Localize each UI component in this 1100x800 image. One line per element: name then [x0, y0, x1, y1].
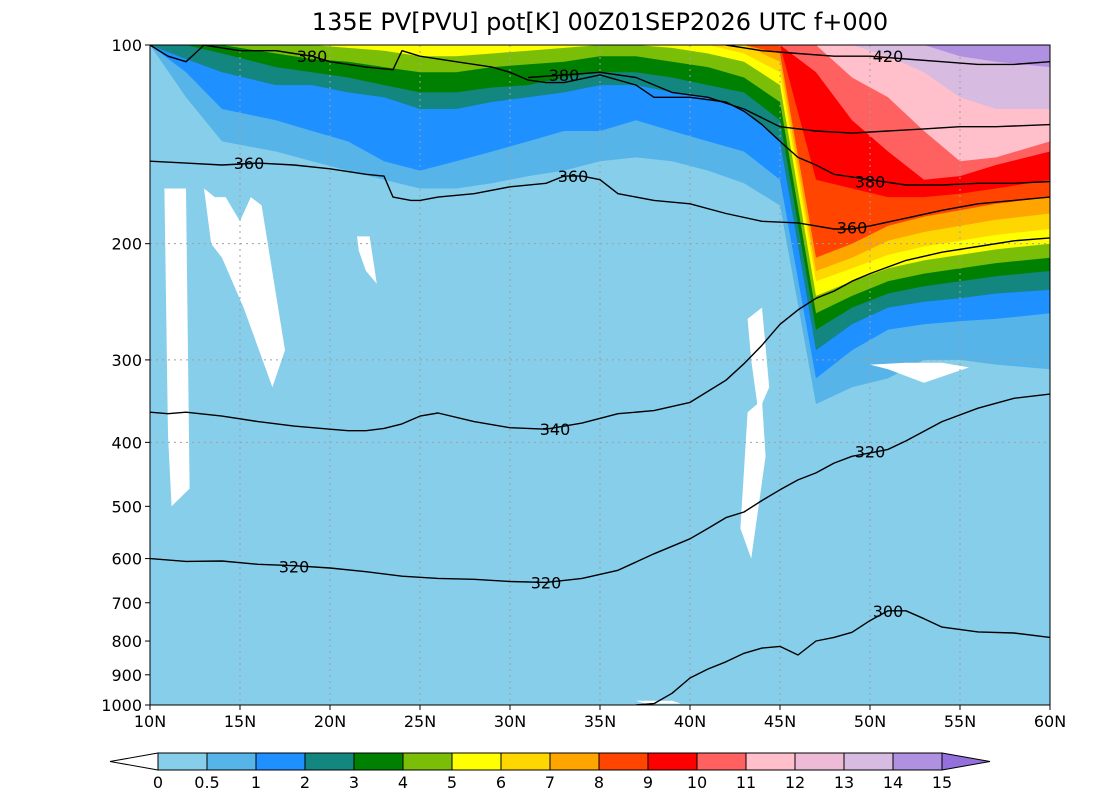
- x-tick-label: 40N: [674, 712, 706, 731]
- colorbar-label: 12: [785, 773, 805, 792]
- x-axis: 10N 15N 20N 25N 30N 35N 40N 45N 50N 55N 60N: [134, 705, 1066, 731]
- pv-fill-14: [150, 45, 1050, 68]
- low-pv-patch: [747, 307, 770, 413]
- colorbar-swatch: [451, 752, 502, 771]
- plot-area: 380 380 420 380 360 360 360 340 320 320 320 300: [150, 45, 1050, 705]
- colorbar-under-arrow: [109, 752, 159, 771]
- colorbar-label: 2: [300, 773, 310, 792]
- x-tick-label: 30N: [494, 712, 526, 731]
- colorbar-label: 6: [496, 773, 506, 792]
- colorbar-swatch: [402, 752, 453, 771]
- colorbar-swatch: [892, 752, 943, 771]
- low-pv-patch: [204, 188, 285, 388]
- theta-contour-380: [527, 71, 1050, 134]
- low-pv-patches: [164, 188, 969, 704]
- low-pv-patch: [740, 400, 766, 559]
- colorbar-label: 0.5: [194, 773, 219, 792]
- colorbar-label: 5: [447, 773, 457, 792]
- y-tick-label: 400: [111, 433, 142, 452]
- contour-label: 320: [279, 558, 310, 577]
- y-tick-label: 100: [111, 36, 142, 55]
- contour-label: 320: [855, 443, 886, 462]
- theta-contour-340: [150, 237, 1050, 432]
- contour-label: 380: [855, 173, 886, 192]
- contour-label: 380: [297, 47, 328, 66]
- y-tick-label: 800: [111, 632, 142, 651]
- x-tick-label: 15N: [224, 712, 256, 731]
- y-tick-label: 900: [111, 666, 142, 685]
- colorbar-swatch: [794, 752, 845, 771]
- colorbar-swatch: [647, 752, 698, 771]
- contour-label: 360: [558, 167, 589, 186]
- theta-contour-360: [150, 160, 1050, 230]
- y-tick-label: 200: [111, 235, 142, 254]
- colorbar-label: 0: [153, 773, 163, 792]
- low-pv-patch: [636, 700, 681, 704]
- x-tick-label: 60N: [1034, 712, 1066, 731]
- theta-contour-300: [635, 610, 1050, 705]
- y-tick-label: 1000: [101, 696, 142, 715]
- colorbar-label: 7: [545, 773, 555, 792]
- x-tick-label: 50N: [854, 712, 886, 731]
- x-tick-label: 45N: [764, 712, 796, 731]
- colorbar-swatch: [696, 752, 747, 771]
- colorbar-swatch: [598, 752, 649, 771]
- colorbar-swatch: [255, 752, 306, 771]
- contour-label: 300: [873, 602, 904, 621]
- colorbar-label: 11: [736, 773, 756, 792]
- x-tick-label: 25N: [404, 712, 436, 731]
- contour-label-layer: 380 380 420 380 360 360 360 340 320 320 320 300: [234, 47, 904, 621]
- y-tick-label: 300: [111, 351, 142, 370]
- colorbar-swatch: [157, 752, 208, 771]
- theta-contour-320: [150, 393, 1050, 584]
- contour-label: 360: [837, 218, 868, 237]
- chart-title: 135E PV[PVU] pot[K] 00Z01SEP2026 UTC f+0…: [312, 8, 888, 36]
- contour-label: 420: [873, 47, 904, 66]
- y-axis: 100 200 300 400 500 600 700 800 900 1000: [101, 36, 150, 715]
- colorbar-label: 14: [883, 773, 903, 792]
- colorbar-label: 3: [349, 773, 359, 792]
- colorbar-label: 4: [398, 773, 408, 792]
- contour-label: 340: [540, 420, 571, 439]
- colorbar-label: 1: [251, 773, 261, 792]
- colorbar: 0 0.5 1 2 3 4 5 6 7 8 9 10 11 12 13 14 15: [109, 752, 991, 792]
- low-pv-patch: [357, 236, 377, 284]
- colorbar-swatch: [500, 752, 551, 771]
- low-pv-patch: [870, 362, 969, 383]
- colorbar-label: 8: [594, 773, 604, 792]
- x-tick-label: 20N: [314, 712, 346, 731]
- theta-contour-layer: [150, 45, 1050, 705]
- colorbar-swatch: [206, 752, 257, 771]
- y-tick-label: 700: [111, 594, 142, 613]
- x-tick-label: 35N: [584, 712, 616, 731]
- colorbar-swatch: [745, 752, 796, 771]
- contour-label: 380: [549, 66, 580, 85]
- colorbar-label: 9: [643, 773, 653, 792]
- colorbar-swatch: [353, 752, 404, 771]
- colorbar-swatch: [843, 752, 894, 771]
- y-tick-label: 500: [111, 497, 142, 516]
- x-tick-label: 10N: [134, 712, 166, 731]
- contour-label: 360: [234, 154, 265, 173]
- low-pv-patch: [164, 188, 190, 507]
- pv-fill-layer: [150, 45, 1050, 405]
- grid-lines: [150, 45, 1050, 705]
- contour-label: 320: [531, 573, 562, 592]
- colorbar-label: 10: [687, 773, 707, 792]
- x-tick-label: 55N: [944, 712, 976, 731]
- colorbar-swatch: [549, 752, 600, 771]
- y-tick-label: 600: [111, 550, 142, 569]
- colorbar-swatch: [304, 752, 355, 771]
- colorbar-label: 13: [834, 773, 854, 792]
- colorbar-label: 15: [932, 773, 952, 792]
- pv-fill-11: [150, 45, 1050, 180]
- theta-contour-420: [725, 45, 1050, 66]
- colorbar-over-arrow: [941, 752, 991, 771]
- theta-contour-380: [150, 45, 1050, 186]
